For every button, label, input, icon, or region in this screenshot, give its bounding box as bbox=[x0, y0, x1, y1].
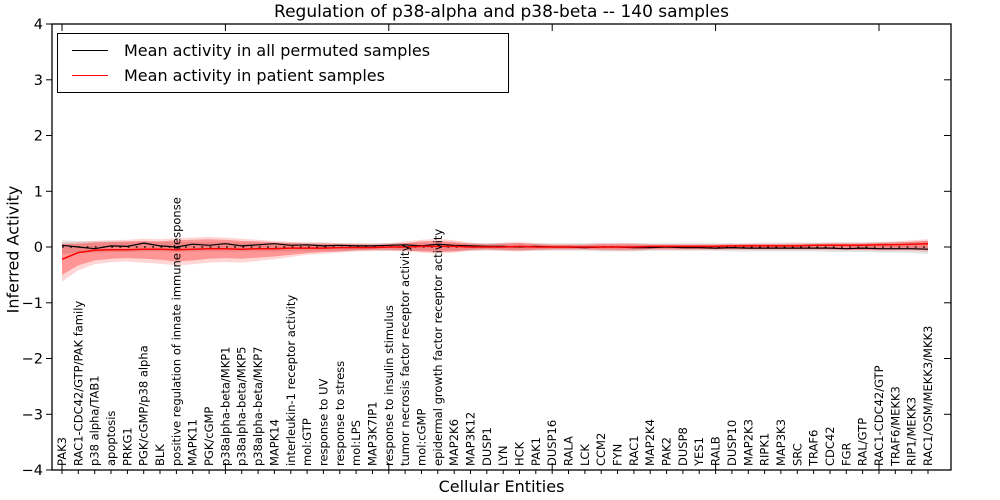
x-tick-label: mol:cGMP bbox=[415, 409, 429, 466]
legend-entry-permuted: Mean activity in all permuted samples bbox=[58, 41, 508, 60]
x-tick-label: DUSP10 bbox=[725, 420, 739, 466]
legend-label-permuted: Mean activity in all permuted samples bbox=[124, 41, 431, 61]
y-tick-label: 3 bbox=[34, 73, 43, 89]
x-tick-label: RAC1-CDC42/GTP bbox=[872, 365, 886, 466]
x-tick-label: LCK bbox=[578, 444, 592, 466]
x-tick-label: RIPK1 bbox=[758, 433, 772, 466]
x-tick-label: MAP2K3 bbox=[741, 419, 755, 466]
x-tick-label: RAC1/OSM/MEKK3/MKK3 bbox=[921, 326, 935, 466]
x-tick-label: p38alpha-beta/MKP1 bbox=[218, 347, 232, 466]
legend-box: Mean activity in all permuted samples Me… bbox=[57, 33, 509, 93]
x-tick-label: TRAF6/MEKK3 bbox=[888, 386, 902, 467]
x-tick-label: MAPK11 bbox=[186, 419, 200, 466]
y-tick-label: −1 bbox=[22, 296, 43, 312]
x-tick-label: positive regulation of innate immune res… bbox=[169, 197, 183, 466]
x-tick-label: PAK1 bbox=[529, 437, 543, 466]
x-tick-label: MAP2K4 bbox=[643, 419, 657, 466]
x-tick-label: FGR bbox=[839, 442, 853, 466]
x-tick-label: response to insulin stimulus bbox=[382, 305, 396, 466]
x-tick-label: p38 alpha/TAB1 bbox=[88, 375, 102, 466]
x-tick-label: response to UV bbox=[316, 378, 330, 466]
y-tick-label: −2 bbox=[22, 352, 43, 368]
y-tick-label: 1 bbox=[34, 184, 43, 200]
x-tick-label: LYN bbox=[496, 445, 510, 466]
x-tick-label: p38alpha-beta/MKP5 bbox=[235, 347, 249, 466]
y-tick-label: 4 bbox=[34, 17, 43, 33]
legend-label-patient: Mean activity in patient samples bbox=[124, 65, 385, 85]
y-tick-label: −3 bbox=[22, 407, 43, 423]
x-tick-label: HCK bbox=[513, 441, 527, 466]
series-line bbox=[61, 242, 929, 260]
patient-line-swatch bbox=[72, 74, 108, 76]
y-tick-label: −4 bbox=[22, 463, 43, 479]
legend-entry-patient: Mean activity in patient samples bbox=[58, 66, 508, 85]
x-tick-label: MAP3K12 bbox=[464, 412, 478, 466]
x-tick-label: PAK2 bbox=[660, 437, 674, 466]
x-tick-label: epidermal growth factor receptor activit… bbox=[431, 229, 445, 466]
x-tick-label: PGK/cGMP/p38 alpha bbox=[137, 345, 151, 466]
x-tick-label: RALA bbox=[562, 436, 576, 466]
x-tick-label: PGK/cGMP bbox=[202, 407, 216, 466]
x-tick-label: PAK3 bbox=[55, 437, 69, 466]
x-tick-label: p38alpha-beta/MKP7 bbox=[251, 347, 265, 466]
x-tick-label: RAC1 bbox=[627, 435, 641, 466]
x-tick-label: DUSP1 bbox=[480, 427, 494, 466]
plot-frame bbox=[51, 23, 952, 471]
x-tick-label: response to stress bbox=[333, 361, 347, 466]
x-tick-label: PRKG1 bbox=[120, 427, 134, 466]
permuted-line-swatch bbox=[72, 50, 108, 52]
x-tick-label: apoptosis bbox=[104, 411, 118, 466]
x-tick-label: SRC bbox=[790, 443, 804, 466]
x-tick-label: MAPK14 bbox=[267, 419, 281, 466]
x-tick-label: MAP2K6 bbox=[447, 419, 461, 466]
x-tick-label: FYN bbox=[611, 444, 625, 466]
y-tick-label: 2 bbox=[34, 129, 43, 145]
y-axis-label: Inferred Activity bbox=[3, 185, 23, 314]
x-axis-label: Cellular Entities bbox=[438, 477, 565, 496]
x-tick-label: CDC42 bbox=[823, 426, 837, 466]
x-tick-label: TRAF6 bbox=[807, 430, 821, 467]
x-tick-label: RAL/GTP bbox=[856, 418, 870, 466]
x-tick-label: DUSP8 bbox=[676, 427, 690, 466]
x-tick-label: mol:GTP bbox=[300, 418, 314, 466]
x-tick-label: tumor necrosis factor receptor activity bbox=[398, 244, 412, 466]
chart-title: Regulation of p38-alpha and p38-beta -- … bbox=[274, 2, 729, 22]
x-tick-label: RIP1/MEKK3 bbox=[905, 397, 919, 466]
y-tick-label: 0 bbox=[34, 240, 43, 256]
x-tick-label: BLK bbox=[153, 444, 167, 466]
x-tick-label: RAC1-CDC42/GTP/PAK family bbox=[71, 301, 85, 466]
x-tick-label: DUSP16 bbox=[545, 420, 559, 466]
x-tick-label: RALB bbox=[709, 436, 723, 466]
x-tick-label: mol:LPS bbox=[349, 420, 363, 466]
x-tick-label: MAP3K7IP1 bbox=[366, 401, 380, 466]
x-tick-label: CCM2 bbox=[594, 433, 608, 466]
x-tick-label: YES1 bbox=[692, 437, 706, 467]
x-tick-label: MAP3K3 bbox=[774, 419, 788, 466]
x-tick-label: interleukin-1 receptor activity bbox=[284, 295, 298, 466]
